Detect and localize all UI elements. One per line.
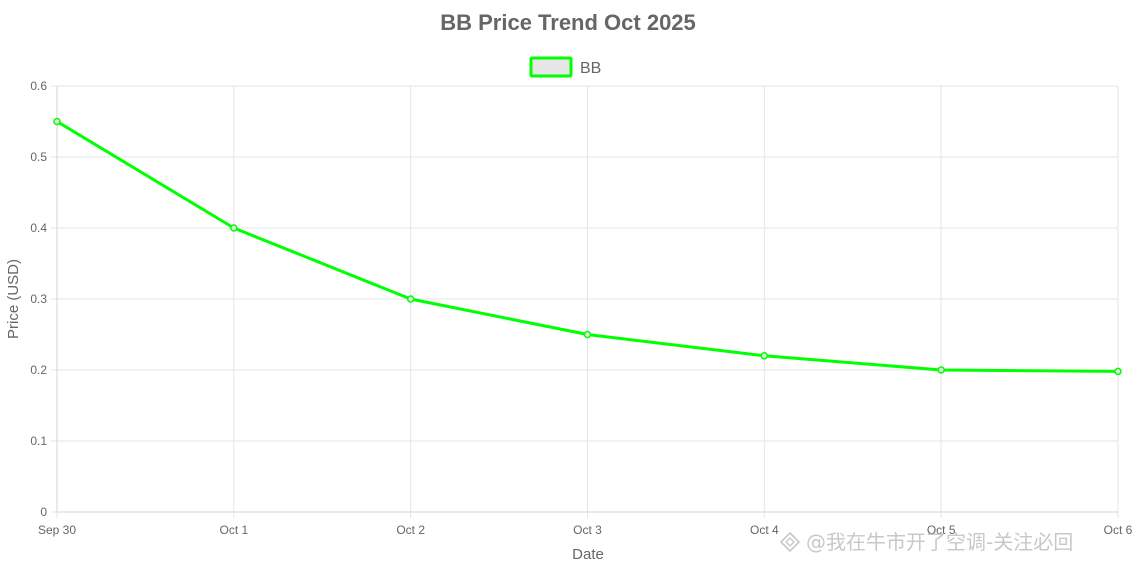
legend[interactable]: BB	[529, 56, 601, 78]
series-layer	[53, 117, 1122, 376]
axes	[56, 86, 1118, 513]
y-tick-label: 0.4	[30, 221, 47, 235]
watermark-text: @我在牛市开了空调-关注必回	[806, 530, 1073, 554]
x-axis-ticks: Sep 30 Oct 1 Oct 2 Oct 3 Oct 4 Oct 5 Oct 6	[38, 523, 1133, 537]
legend-swatch[interactable]	[529, 56, 573, 78]
watermark-logo-icon	[779, 531, 801, 553]
x-tick-label: Oct 2	[396, 523, 425, 537]
x-tick-label: Oct 1	[219, 523, 248, 537]
legend-label[interactable]: BB	[580, 60, 601, 77]
x-tick-label: Oct 5	[927, 523, 956, 537]
data-point[interactable]	[937, 366, 945, 374]
x-tick-label: Oct 4	[750, 523, 779, 537]
y-tick-label: 0.3	[30, 292, 47, 306]
y-tick-label: 0.5	[30, 150, 47, 164]
grid-lines	[51, 85, 1119, 518]
x-tick-label: Sep 30	[38, 523, 76, 537]
watermark: @我在牛市开了空调-关注必回	[779, 530, 1073, 554]
y-tick-label: 0.6	[30, 79, 47, 93]
data-point[interactable]	[406, 295, 415, 303]
y-tick-label: 0.1	[30, 434, 47, 448]
y-axis-title: Price (USD)	[5, 259, 22, 339]
data-point[interactable]	[760, 352, 769, 360]
x-tick-label: Oct 3	[573, 523, 602, 537]
y-tick-label: 0.2	[30, 363, 47, 377]
data-point[interactable]	[583, 330, 592, 339]
x-tick-label: Oct 6	[1104, 523, 1133, 537]
y-tick-label: 0	[40, 505, 47, 519]
x-axis-title: Date	[572, 546, 604, 563]
data-point[interactable]	[230, 224, 238, 232]
data-point[interactable]	[53, 117, 61, 126]
chart-title: BB Price Trend Oct 2025	[440, 10, 696, 35]
y-axis-ticks: 0 0.1 0.2 0.3 0.4 0.5 0.6	[30, 79, 47, 519]
data-point[interactable]	[1114, 367, 1122, 376]
